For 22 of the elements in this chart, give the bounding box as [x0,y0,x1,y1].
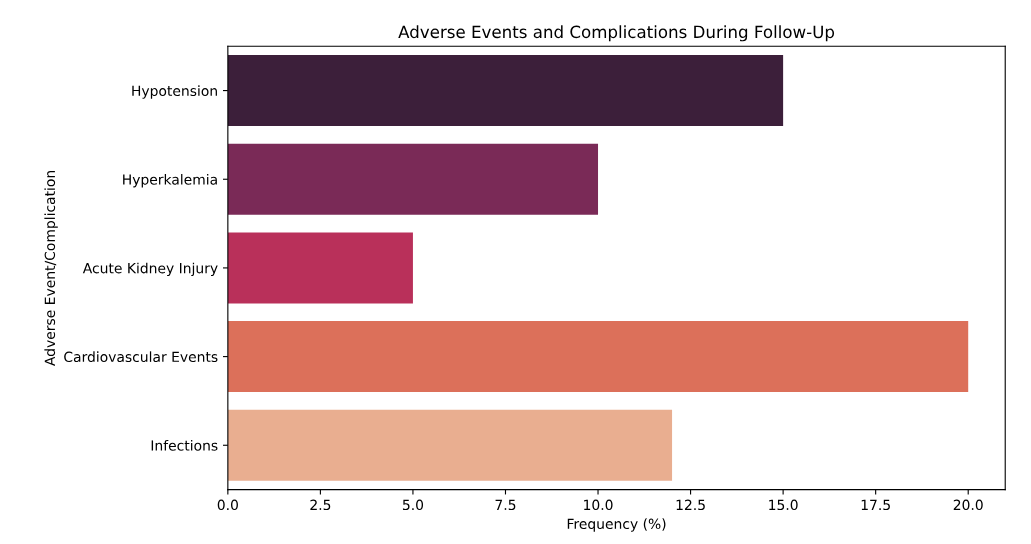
x-tick-label: 0.0 [217,499,238,511]
y-axis-title: Adverse Event/Complication [44,170,58,366]
bar [227,321,969,393]
chart-title: Adverse Events and Complications During Follow-Up [398,25,835,42]
bar [227,232,413,304]
x-tick-label: 15.0 [769,499,798,511]
y-tick-label: Hypotension [132,85,217,99]
x-tick-label: 17.5 [861,499,890,511]
y-tick-label: Hyperkalemia [123,173,217,188]
bar [227,143,599,215]
bar [227,55,784,127]
y-tick-label: Acute Kidney Injury [82,262,218,277]
x-tick-label: 10.0 [584,499,613,511]
x-tick-label: 2.5 [310,499,331,511]
x-axis-title: Frequency (%) [567,518,666,532]
bar [227,409,673,481]
y-tick-label: Infections [151,439,218,451]
x-tick-label: 20.0 [953,499,983,511]
x-tick-label: 7.5 [495,499,516,511]
x-tick-label: 12.5 [676,499,705,511]
y-tick-label: Cardiovascular Events [64,351,218,363]
x-tick-label: 5.0 [402,499,424,511]
